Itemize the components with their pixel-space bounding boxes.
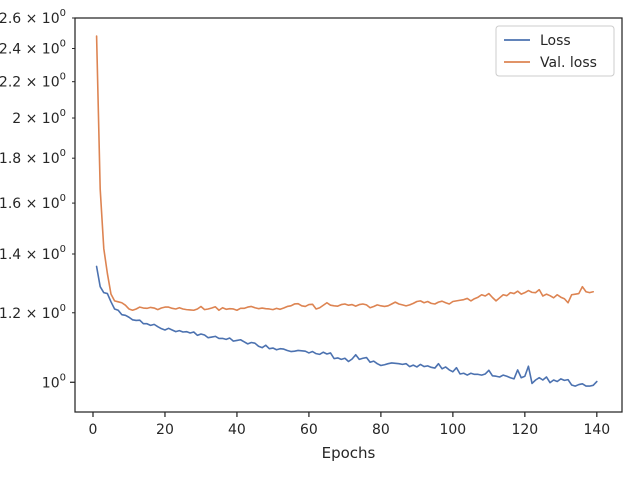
y-tick-base: 2 × 10 [12, 111, 59, 127]
y-tick-base: 10 [42, 375, 60, 391]
y-tick-base: 2.6 × 10 [0, 11, 60, 27]
x-axis: 0 20 40 60 80 100 120 140 [89, 412, 610, 438]
x-tick-label: 80 [372, 422, 390, 438]
x-tick-label: 0 [89, 422, 98, 438]
series-line-loss [95, 265, 598, 387]
y-tick-base: 1.6 × 10 [0, 196, 60, 212]
y-tick-exponent: 0 [60, 39, 66, 50]
y-tick-label: 1.2 × 100 [0, 303, 66, 322]
x-tick-label: 120 [511, 422, 538, 438]
y-tick-exponent: 0 [60, 372, 66, 383]
y-tick-base: 2.4 × 10 [0, 42, 60, 58]
y-tick-base: 1.4 × 10 [0, 247, 60, 263]
y-tick-exponent: 0 [60, 108, 66, 119]
y-tick-label: 2.2 × 100 [0, 72, 66, 91]
y-tick-exponent: 0 [60, 8, 66, 19]
x-tick-label: 60 [300, 422, 318, 438]
x-tick-label: 20 [156, 422, 174, 438]
y-tick-exponent: 0 [60, 72, 66, 83]
x-tick-label: 40 [228, 422, 246, 438]
y-tick-label: 1.4 × 100 [0, 244, 66, 263]
legend-box [495, 25, 615, 77]
x-tick-label: 100 [439, 422, 466, 438]
series-line-val-loss [95, 35, 595, 312]
y-tick-base: 1.2 × 10 [0, 306, 60, 322]
legend-label: Loss [540, 33, 571, 49]
y-tick-label: 1.6 × 100 [0, 193, 66, 212]
y-tick-label: 100 [42, 372, 66, 391]
x-axis-label: Epochs [322, 444, 376, 462]
y-tick-exponent: 0 [60, 193, 66, 204]
y-tick-exponent: 0 [60, 244, 66, 255]
legend-label: Val. loss [540, 55, 597, 71]
y-tick-base: 2.2 × 10 [0, 75, 60, 91]
y-tick-base: 1.8 × 10 [0, 151, 60, 167]
plot-area [95, 35, 598, 387]
y-tick-label: 2.6 × 100 [0, 8, 66, 27]
legend: Loss Val. loss [495, 25, 615, 77]
y-tick-label: 1.8 × 100 [0, 148, 66, 167]
y-tick-label: 2 × 100 [12, 108, 66, 127]
y-tick-exponent: 0 [60, 148, 66, 159]
x-tick-label: 140 [583, 422, 610, 438]
plot-frame [74, 17, 623, 413]
y-tick-exponent: 0 [60, 303, 66, 314]
y-tick-label: 2.4 × 100 [0, 39, 66, 58]
